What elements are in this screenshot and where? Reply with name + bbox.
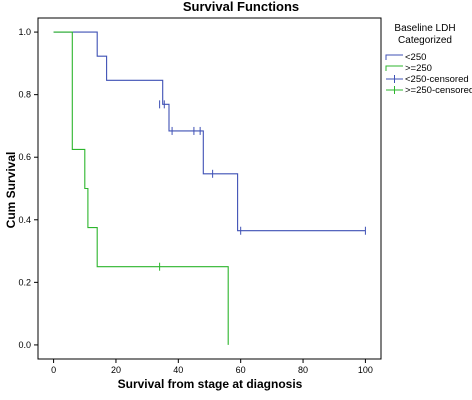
series-line-ge250 (53, 31, 229, 345)
x-tick-label: 80 (298, 365, 308, 375)
y-tick-label: 0.2 (18, 277, 31, 287)
legend: Baseline LDH Categorized <250>=250<250-c… (385, 23, 472, 96)
series-layer (53, 31, 366, 345)
y-tick-label: 0.4 (18, 215, 31, 225)
chart-title: Survival Functions (183, 0, 299, 14)
plot-area (37, 17, 382, 360)
x-tick-label: 20 (111, 365, 121, 375)
legend-title-line-1: Baseline LDH (394, 23, 455, 34)
x-tick-label: 40 (173, 365, 183, 375)
x-tick-label: 100 (358, 365, 373, 375)
x-tick-label: 60 (236, 365, 246, 375)
x-tick-label: 0 (51, 365, 56, 375)
legend-entry-label: <250 (405, 52, 426, 63)
legend-entry-label: >=250 (405, 63, 432, 74)
legend-swatch (385, 65, 403, 71)
x-axis-label: Survival from stage at diagnosis (118, 377, 303, 391)
axis-ticks: 0 20 40 60 80 100 0.0 0.2 0.4 0.6 0.8 1.0 (18, 27, 372, 375)
y-tick-label: 0.6 (18, 152, 31, 162)
y-tick-label: 1.0 (18, 27, 31, 37)
series-line-lt250 (53, 31, 366, 232)
legend-swatch (385, 54, 403, 60)
legend-entry-label: <250-censored (405, 74, 469, 85)
legend-title-line-2: Categorized (398, 35, 452, 46)
y-axis-label: Cum Survival (4, 152, 18, 229)
y-tick-label: 0.0 (18, 340, 31, 350)
y-tick-label: 0.8 (18, 90, 31, 100)
legend-entry-label: >=250-censored (405, 85, 472, 96)
